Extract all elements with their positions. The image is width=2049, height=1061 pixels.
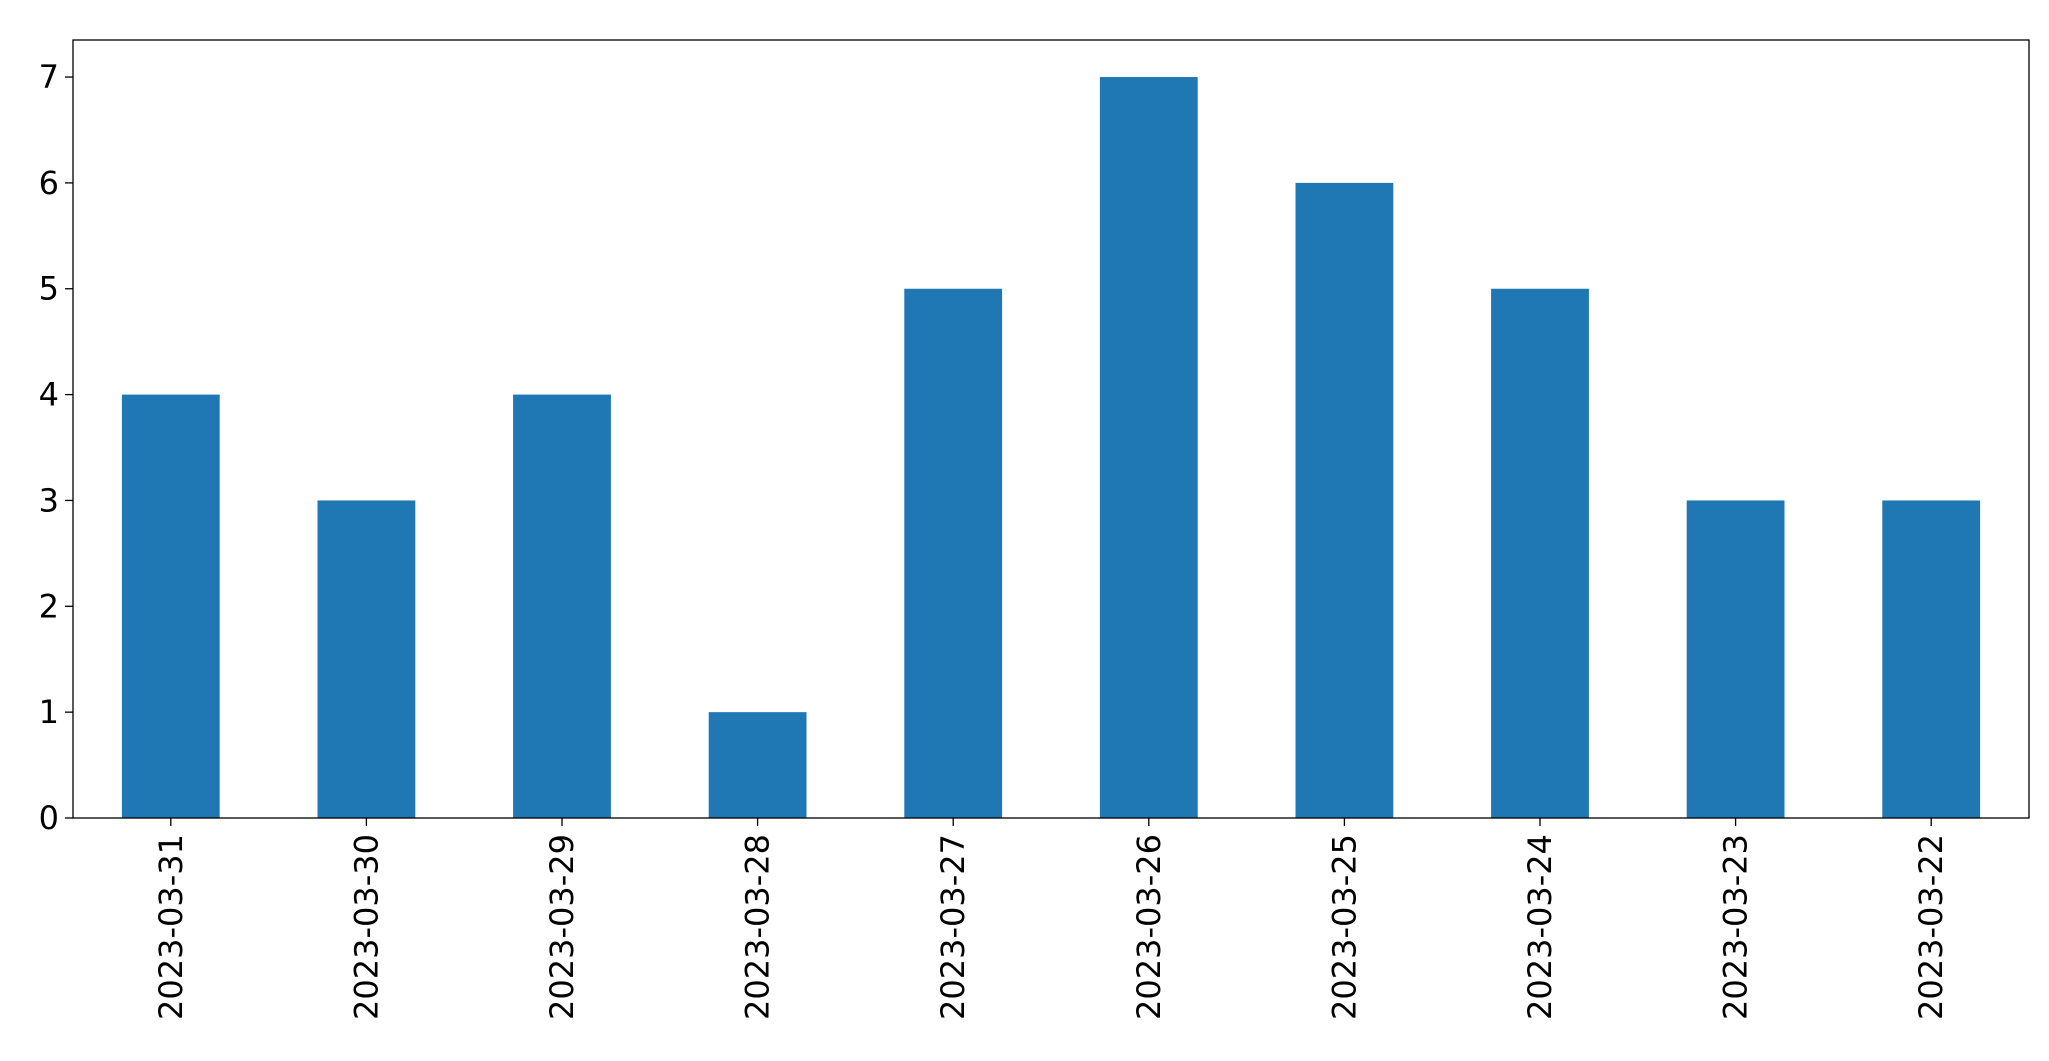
y-tick-label: 7 <box>39 58 59 96</box>
x-tick-label: 2023-03-31 <box>152 834 190 1020</box>
x-tick-label: 2023-03-27 <box>934 834 972 1020</box>
y-tick-label: 0 <box>39 799 59 837</box>
bar <box>513 394 611 818</box>
bar <box>904 288 1003 818</box>
x-tick-label: 2023-03-30 <box>347 834 385 1020</box>
plot-frame <box>72 39 2030 819</box>
bar <box>708 712 807 818</box>
x-tick-label: 2023-03-28 <box>739 834 777 1020</box>
y-tick-label: 3 <box>39 481 59 519</box>
x-tick-label: 2023-03-24 <box>1521 834 1559 1020</box>
bar <box>1686 500 1785 818</box>
y-tick-label: 6 <box>39 164 59 202</box>
x-tick-label: 2023-03-22 <box>1912 834 1950 1020</box>
bar <box>317 500 416 818</box>
bar <box>1099 77 1198 819</box>
bar <box>121 394 220 818</box>
y-tick-label: 4 <box>39 376 59 414</box>
bar <box>1295 182 1394 819</box>
x-tick-label: 2023-03-25 <box>1325 834 1363 1020</box>
bar <box>1491 288 1589 818</box>
x-tick-label: 2023-03-26 <box>1130 834 1168 1020</box>
y-tick-label: 5 <box>39 270 59 308</box>
x-tick-label: 2023-03-29 <box>543 834 581 1020</box>
y-tick-label: 1 <box>39 693 59 731</box>
x-tick-label: 2023-03-23 <box>1717 834 1755 1020</box>
y-tick-label: 2 <box>39 587 59 625</box>
bar <box>1882 500 1981 818</box>
